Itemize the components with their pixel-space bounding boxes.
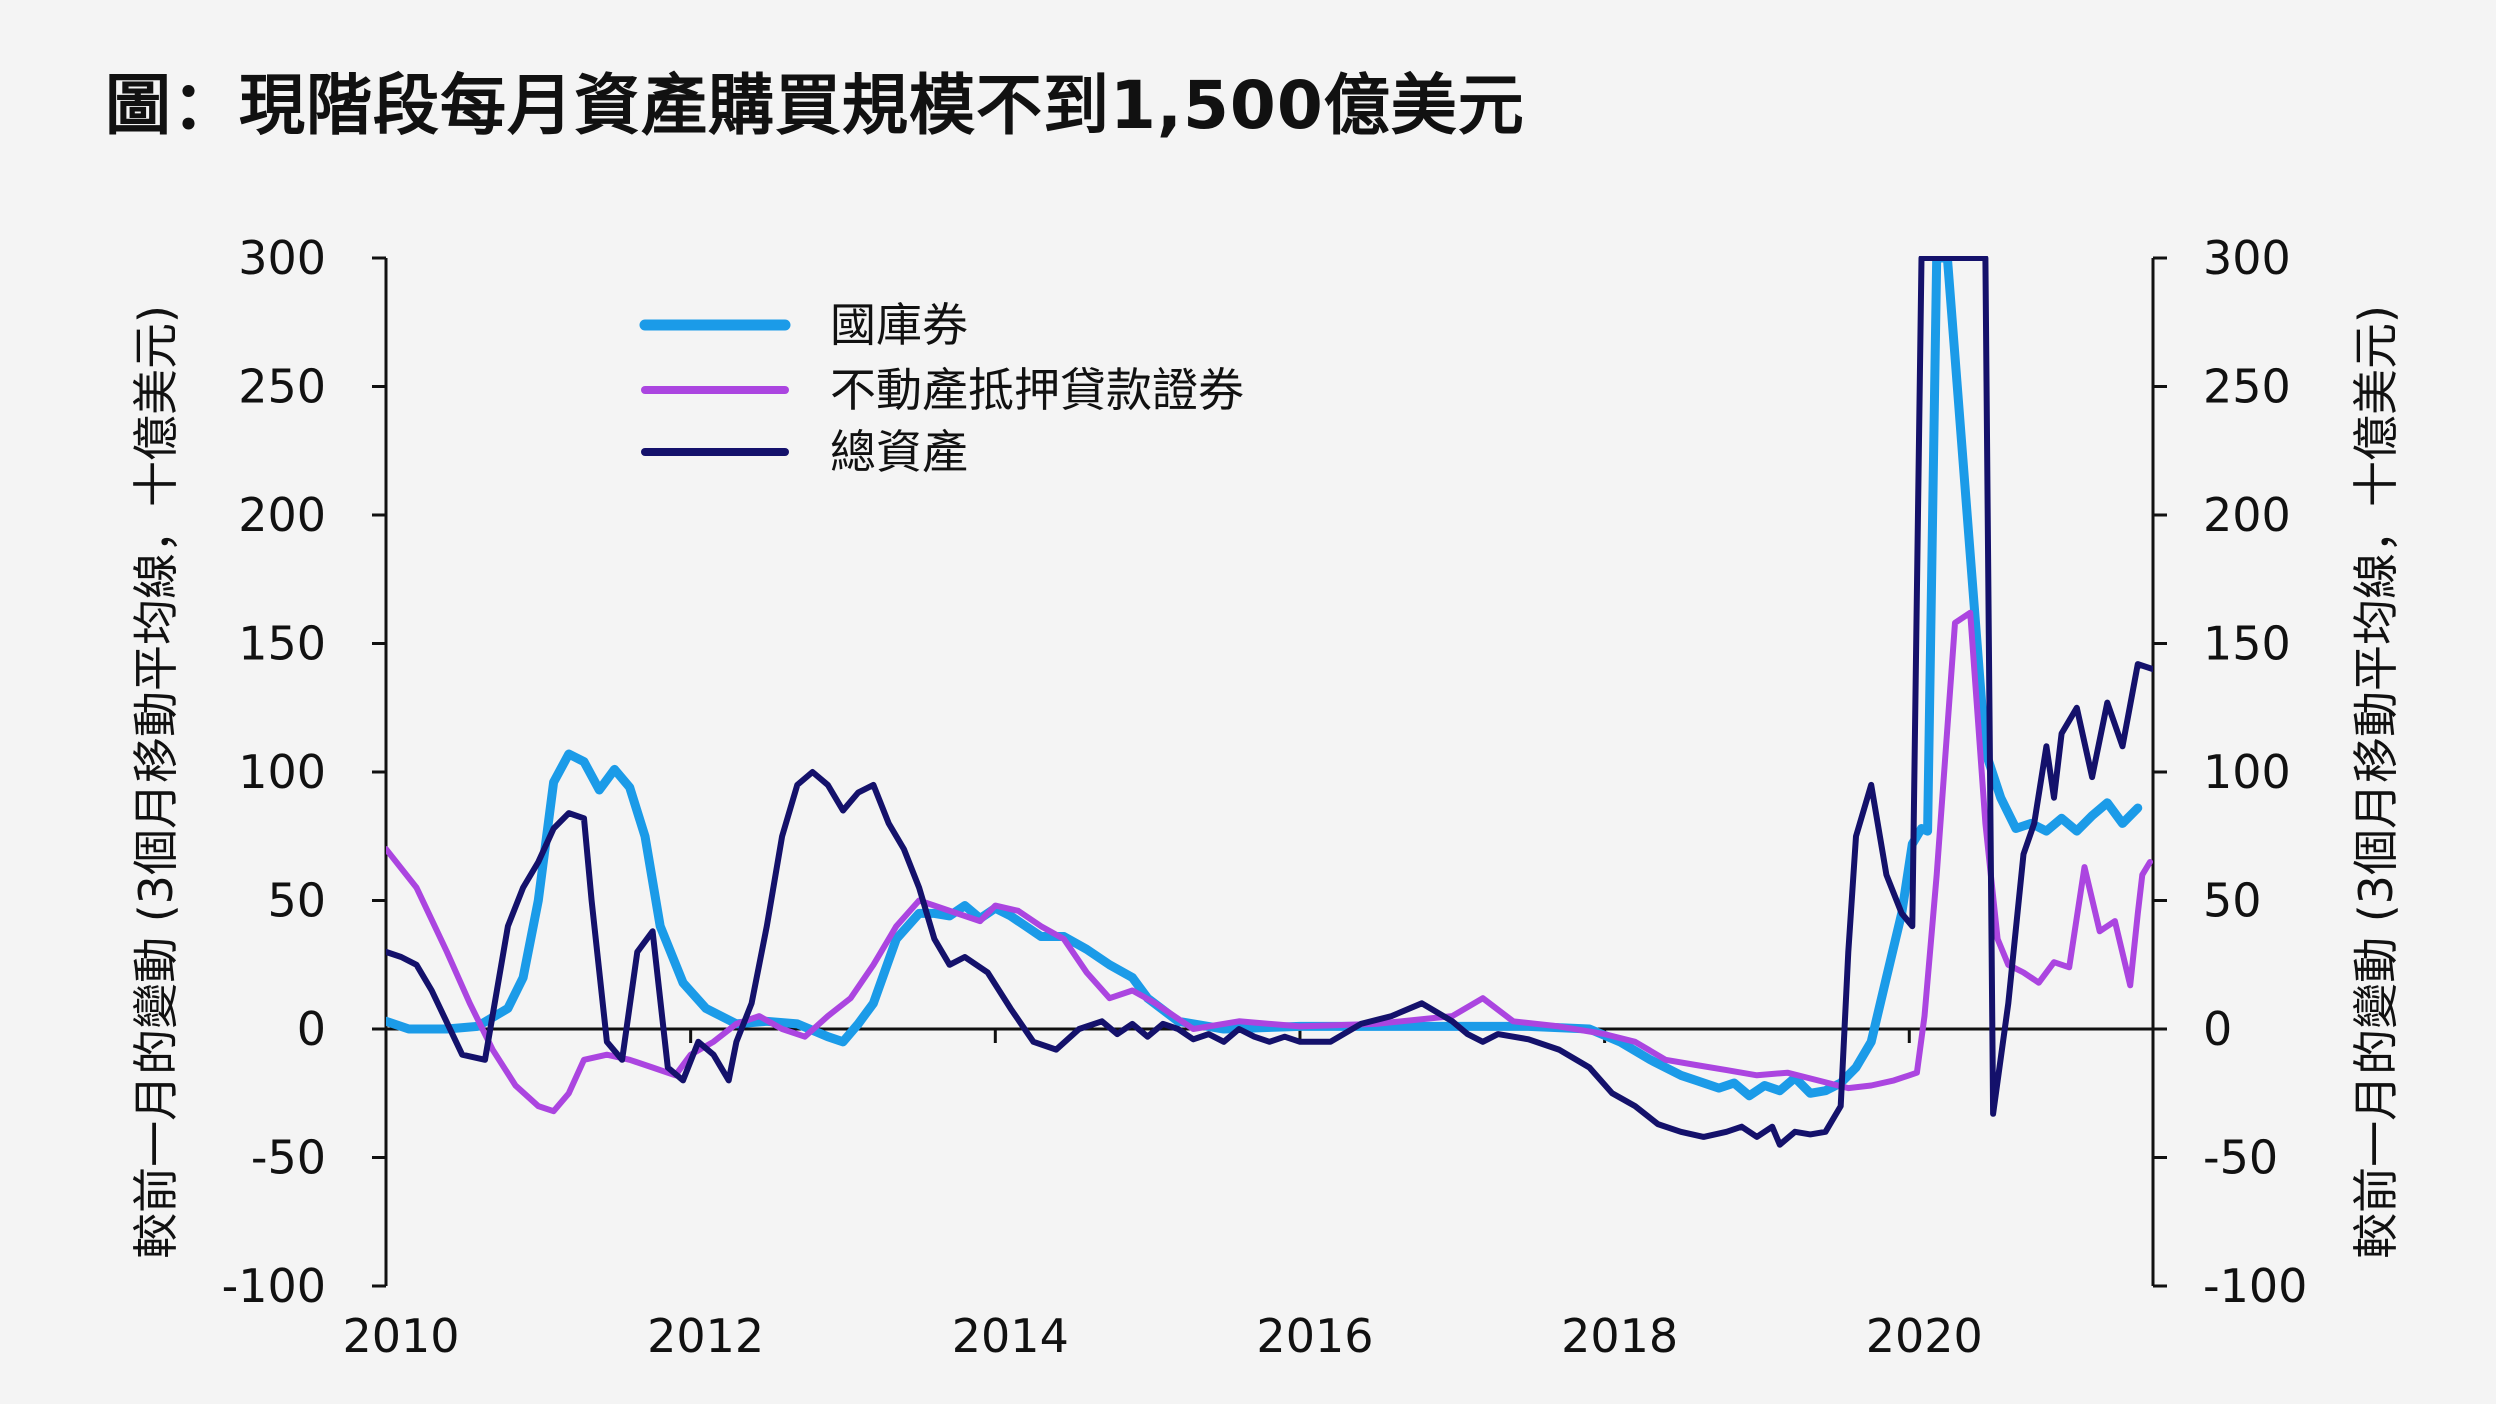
y-tick-label-right: 50 — [2203, 874, 2262, 928]
axes: 300 300 250 250 200 200 150 150 100 100 50 50 0 0 -50 -… — [129, 231, 2403, 1363]
y-tick-label-right: 150 — [2203, 617, 2291, 671]
chart-title: 圖：現階段每月資產購買規模不到1,500億美元 — [105, 67, 1525, 144]
y-tick-label-left: 250 — [238, 360, 326, 414]
x-tick-label: 2010 — [342, 1309, 459, 1363]
y-tick-label-right: 250 — [2203, 360, 2291, 414]
y-tick-label-right: 100 — [2203, 745, 2291, 799]
y-tick-label-right: -100 — [2203, 1259, 2307, 1313]
x-tick-label: 2014 — [952, 1309, 1069, 1363]
y-tick-label-right: -50 — [2203, 1131, 2278, 1185]
series-line-2 — [386, 256, 2153, 1148]
x-tick-label: 2016 — [1256, 1309, 1373, 1363]
y-tick-label-right: 200 — [2203, 488, 2291, 542]
y-axis-title-right: 較前一月的變動 (3個月移動平均線，十億美元) — [2349, 305, 2403, 1259]
y-axis-title-left: 較前一月的變動 (3個月移動平均線，十億美元) — [129, 305, 183, 1259]
y-tick-label-left: 150 — [238, 617, 326, 671]
y-tick-label-right: 0 — [2203, 1002, 2232, 1056]
y-tick-label-left: 0 — [297, 1002, 326, 1056]
y-tick-label-left: 50 — [267, 874, 326, 928]
y-tick-label-left: -50 — [251, 1131, 326, 1185]
y-tick-label-left: 300 — [238, 231, 326, 285]
x-tick-label: 2020 — [1866, 1309, 1983, 1363]
x-tick-label: 2018 — [1561, 1309, 1678, 1363]
legend-label-1: 不動產抵押貸款證券 — [830, 363, 1244, 417]
series-lines — [386, 256, 2153, 1148]
legend-label-2: 總資產 — [830, 425, 968, 479]
y-tick-label-left: -100 — [222, 1259, 326, 1313]
y-tick-label-left: 200 — [238, 488, 326, 542]
legend-label-0: 國庫券 — [830, 298, 968, 352]
y-tick-label-right: 300 — [2203, 231, 2291, 285]
y-tick-label-left: 100 — [238, 745, 326, 799]
x-tick-label: 2012 — [647, 1309, 764, 1363]
series-line-0 — [386, 256, 2143, 1101]
